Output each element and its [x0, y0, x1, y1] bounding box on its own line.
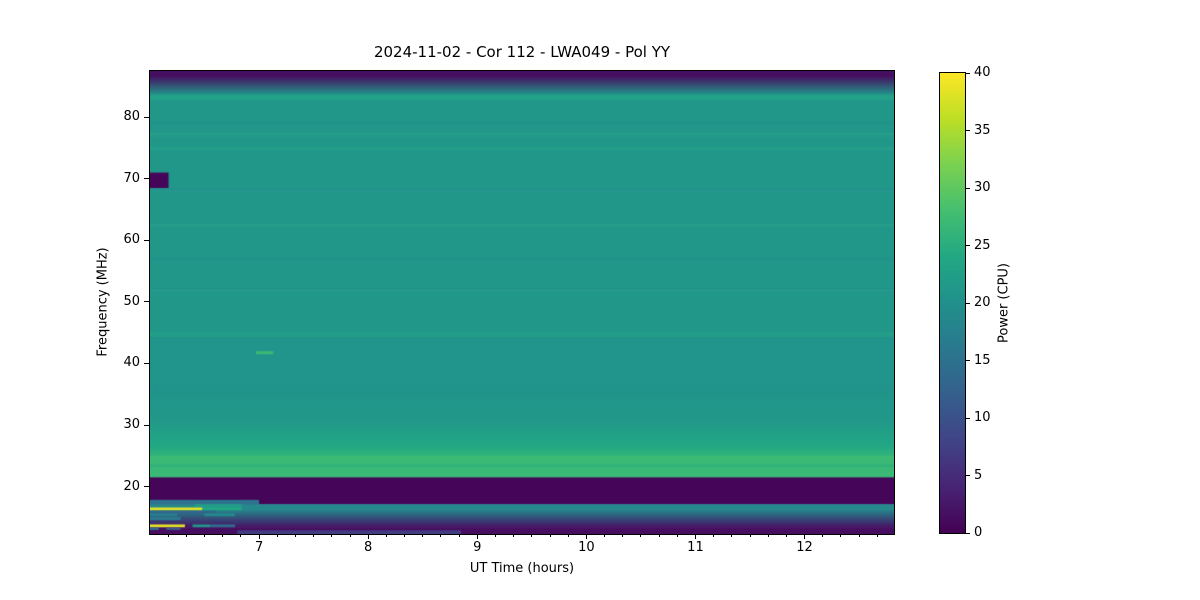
x-tick: [804, 535, 806, 539]
y-tick: [144, 301, 149, 303]
x-minor-tick: [731, 535, 733, 537]
x-minor-tick: [204, 535, 206, 537]
x-minor-tick: [185, 535, 187, 537]
x-minor-tick: [604, 535, 606, 537]
colorbar-tick: [966, 245, 970, 246]
colorbar-tick: [966, 360, 970, 361]
x-tick: [585, 535, 587, 539]
x-minor-tick: [313, 535, 315, 537]
y-tick: [144, 239, 149, 241]
x-minor-tick: [858, 535, 860, 537]
x-tick: [258, 535, 260, 539]
x-minor-tick: [567, 535, 569, 537]
x-minor-tick: [440, 535, 442, 537]
y-tick-label: 30: [123, 417, 140, 433]
colorbar-tick: [966, 72, 970, 74]
x-minor-tick: [494, 535, 496, 537]
x-axis-label: UT Time (hours): [469, 561, 575, 576]
colorbar-tick-label: 30: [974, 180, 991, 195]
colorbar-tick: [966, 187, 970, 189]
x-tick: [694, 535, 696, 539]
x-minor-tick: [622, 535, 624, 537]
y-tick: [144, 424, 149, 426]
y-tick-label: 50: [123, 293, 140, 309]
colorbar-tick-label: 25: [974, 237, 991, 253]
colorbar-tick-label: 15: [974, 352, 991, 368]
x-minor-tick: [876, 535, 878, 537]
colorbar-tick: [966, 130, 970, 131]
x-tick-label: 12: [796, 540, 813, 555]
x-minor-tick: [349, 535, 351, 537]
x-minor-tick: [549, 535, 551, 537]
y-tick: [144, 178, 149, 180]
colorbar-tick-label: 10: [974, 410, 991, 425]
x-minor-tick: [822, 535, 824, 537]
heatmap-canvas: [150, 71, 894, 534]
x-minor-tick: [385, 535, 387, 537]
x-minor-tick: [167, 535, 169, 537]
colorbar-canvas: [940, 73, 965, 533]
x-tick-label: 11: [687, 540, 704, 555]
x-minor-tick: [222, 535, 224, 537]
x-minor-tick: [640, 535, 642, 537]
x-minor-tick: [276, 535, 278, 537]
x-tick-label: 7: [254, 540, 264, 555]
colorbar-tick-label: 5: [974, 467, 983, 483]
x-minor-tick: [513, 535, 515, 537]
colorbar-tick: [966, 475, 970, 476]
y-tick-label: 70: [123, 170, 140, 186]
colorbar: [939, 72, 966, 534]
x-minor-tick: [458, 535, 460, 537]
x-tick: [476, 535, 478, 539]
y-tick-label: 40: [123, 355, 140, 371]
x-minor-tick: [785, 535, 787, 537]
x-minor-tick: [713, 535, 715, 537]
x-minor-tick: [749, 535, 751, 537]
x-minor-tick: [422, 535, 424, 537]
colorbar-tick: [966, 417, 970, 419]
x-tick-label: 8: [364, 540, 373, 555]
colorbar-tick-label: 0: [974, 525, 983, 540]
colorbar-tick-label: 35: [974, 122, 991, 138]
colorbar-tick-label: 40: [974, 65, 991, 80]
y-tick: [144, 486, 149, 488]
x-tick-label: 10: [578, 540, 595, 555]
x-minor-tick: [531, 535, 533, 537]
x-minor-tick: [404, 535, 406, 537]
x-minor-tick: [767, 535, 769, 537]
x-minor-tick: [658, 535, 660, 537]
x-minor-tick: [294, 535, 296, 537]
x-tick-label: 9: [473, 540, 482, 555]
spectrogram-plot: [149, 70, 895, 535]
y-tick: [144, 362, 149, 364]
x-minor-tick: [840, 535, 842, 537]
x-minor-tick: [676, 535, 678, 537]
colorbar-tick-label: 20: [974, 295, 991, 310]
x-minor-tick: [331, 535, 333, 537]
y-tick-label: 20: [123, 478, 140, 494]
y-tick-label: 80: [123, 109, 140, 125]
y-tick-label: 60: [123, 232, 140, 248]
colorbar-tick: [966, 302, 970, 304]
plot-title: 2024-11-02 - Cor 112 - LWA049 - Pol YY: [373, 43, 671, 61]
x-tick: [367, 535, 369, 539]
x-minor-tick: [240, 535, 242, 537]
y-tick: [144, 116, 149, 118]
colorbar-tick: [966, 532, 970, 534]
